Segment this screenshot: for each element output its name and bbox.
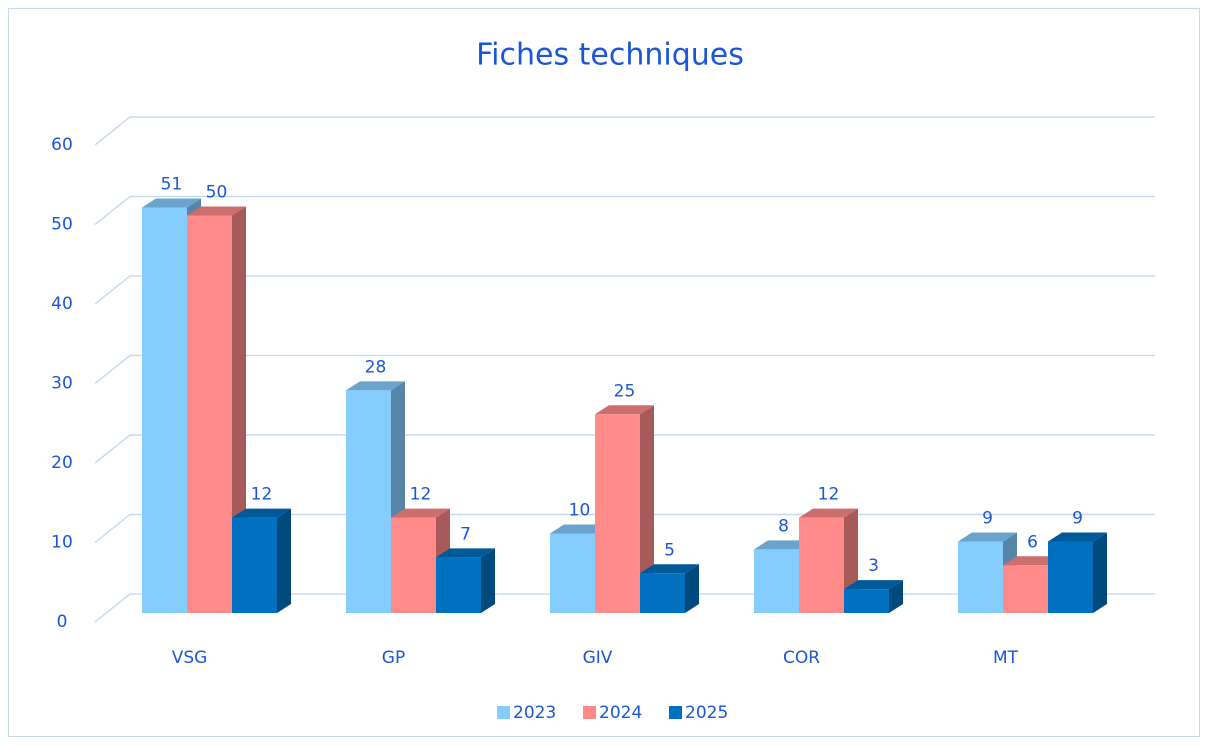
bar-front — [958, 541, 1003, 613]
bar — [1048, 532, 1107, 613]
bar-front — [595, 414, 640, 613]
legend-swatch — [497, 706, 510, 719]
bar-front — [142, 207, 187, 614]
x-tick-label: MT — [993, 648, 1019, 668]
bar-top — [550, 524, 609, 534]
y-tick-label: 30 — [51, 374, 73, 394]
value-label: 8 — [778, 516, 789, 536]
value-label: 9 — [1072, 508, 1083, 528]
legend-swatch — [669, 706, 682, 719]
bar-top — [142, 198, 201, 208]
value-label: 50 — [206, 183, 228, 203]
bar-top — [1048, 532, 1107, 542]
legend-label: 2023 — [513, 703, 556, 723]
bar-top — [232, 508, 291, 518]
bar-top — [640, 564, 699, 574]
value-label: 12 — [251, 485, 273, 505]
bar — [640, 564, 699, 613]
x-tick-label: GP — [382, 648, 405, 668]
y-tick-label: 0 — [57, 612, 68, 632]
legend-swatch — [583, 706, 596, 719]
bar-top — [754, 540, 813, 550]
y-tick-label: 60 — [51, 135, 73, 155]
bar — [844, 580, 903, 613]
bar-front — [187, 215, 232, 613]
bar-front — [232, 517, 277, 613]
bar-top — [391, 508, 450, 518]
y-tick-label: 40 — [51, 294, 73, 314]
value-label: 7 — [460, 524, 471, 544]
x-tick-label: COR — [783, 648, 820, 668]
bar-front — [1048, 541, 1093, 613]
value-label: 25 — [614, 381, 636, 401]
bar-top — [595, 405, 654, 415]
bar-side — [889, 580, 903, 613]
bar — [436, 548, 495, 613]
y-tick-label: 10 — [51, 533, 73, 553]
bar-top — [958, 532, 1017, 542]
bar-side — [481, 548, 495, 613]
value-label: 5 — [664, 540, 675, 560]
bar-front — [844, 589, 889, 613]
bar-top — [799, 508, 858, 518]
bar-side — [685, 564, 699, 613]
x-tick-label: GIV — [583, 648, 613, 668]
y-tick-label: 50 — [51, 215, 73, 235]
bar-top — [346, 381, 405, 391]
value-label: 3 — [868, 556, 879, 576]
y-tick-label: 20 — [51, 453, 73, 473]
value-label: 12 — [410, 485, 432, 505]
legend-label: 2025 — [685, 703, 728, 723]
bar-front — [391, 517, 436, 613]
bar-front — [640, 573, 685, 613]
bar-side — [277, 508, 291, 613]
bar-front — [1003, 565, 1048, 613]
bar-top — [436, 548, 495, 558]
grid-line — [94, 434, 1155, 464]
bar-top — [844, 580, 903, 590]
bar-front — [754, 549, 799, 613]
grid-line — [94, 354, 1155, 385]
bar — [595, 405, 654, 613]
grid-line — [94, 195, 1155, 226]
value-label: 12 — [818, 485, 840, 505]
grid-line — [94, 275, 1155, 305]
value-label: 6 — [1027, 532, 1038, 552]
value-label: 28 — [365, 357, 387, 377]
bar — [187, 206, 246, 613]
bar-front — [550, 533, 595, 613]
bar — [232, 508, 291, 613]
chart-title: Fiches techniques — [476, 38, 744, 73]
value-label: 10 — [569, 501, 591, 521]
bar-front — [799, 517, 844, 613]
bar-front — [436, 557, 481, 613]
grid-line — [94, 116, 1155, 146]
bar-side — [640, 405, 654, 613]
x-tick-label: VSG — [172, 648, 208, 668]
bar-front — [346, 390, 391, 613]
legend-label: 2024 — [599, 703, 642, 723]
value-label: 9 — [982, 508, 993, 528]
bar-side — [1093, 532, 1107, 613]
bar-top — [187, 206, 246, 216]
bar-top — [1003, 556, 1062, 566]
value-label: 51 — [161, 175, 183, 195]
